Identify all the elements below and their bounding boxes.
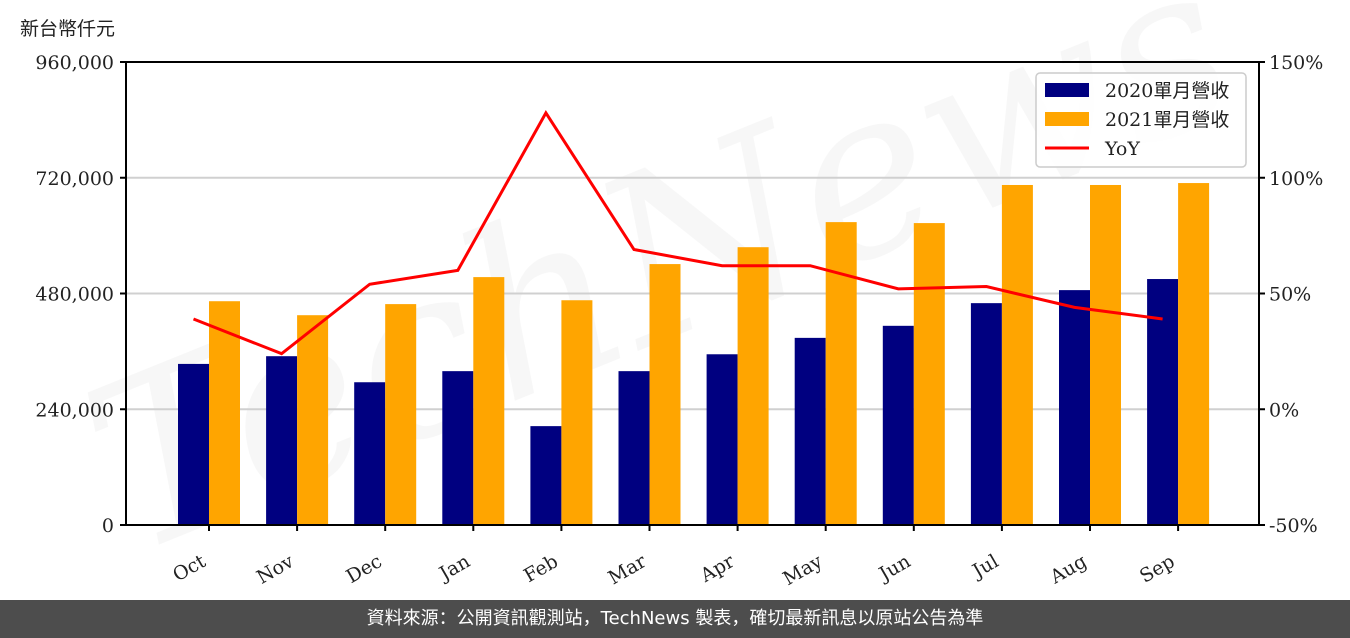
bar-2020-nov (266, 356, 298, 525)
x-tick-label-aug: Aug (1046, 550, 1091, 589)
legend: 2020單月營收 2021單月營收 YoY (1035, 72, 1247, 168)
y2-tick-label: 50% (1269, 284, 1311, 306)
y-tick-label: 0 (102, 515, 114, 537)
x-tick-label-sep: Sep (1136, 550, 1179, 587)
y2-tick-label: 150% (1269, 52, 1323, 74)
bar-2021-mar (649, 264, 681, 525)
y-tick-label: 480,000 (35, 284, 114, 306)
x-tick-label-jun: Jun (874, 550, 915, 586)
x-tick-label-jul: Jul (967, 550, 1002, 583)
yoy-polyline (192, 110, 1163, 356)
legend-label: YoY (1104, 138, 1140, 160)
x-tick-label-jan: Jan (434, 550, 474, 586)
source-footer: 資料來源：公開資訊觀測站，TechNews 製表，確切最新訊息以原站公告為準 (0, 600, 1350, 638)
legend-swatch (1045, 112, 1089, 126)
bar-2020-jan (442, 371, 474, 525)
bar-2020-may (794, 337, 826, 525)
legend-label: 2020單月營收 (1105, 80, 1229, 102)
x-tick-label-feb: Feb (520, 550, 562, 587)
bar-2021-jun (913, 223, 945, 525)
bar-2020-jun (882, 325, 914, 525)
legend-label: 2021單月營收 (1105, 109, 1229, 131)
y2-tick-label: -50% (1269, 515, 1318, 537)
bar-2020-jul (970, 303, 1002, 525)
bar-2021-dec (385, 304, 417, 525)
bar-2021-apr (737, 247, 769, 525)
y-tick-label: 720,000 (35, 168, 114, 190)
bar-2021-nov (297, 315, 329, 525)
bar-2020-aug (1059, 290, 1090, 525)
revenue-chart: TechNews 0240,000480,000720,000960,000-5… (35, 52, 1324, 591)
bar-2021-aug (1090, 184, 1121, 525)
bar-2021-oct (209, 301, 240, 525)
yoy-line (192, 110, 1163, 356)
bars (178, 183, 1210, 525)
bar-2020-feb (530, 426, 562, 525)
bar-2020-oct (178, 363, 209, 525)
y-tick-label: 960,000 (35, 52, 114, 74)
x-tick-label-may: May (779, 550, 826, 590)
x-tick-label-dec: Dec (343, 550, 386, 588)
y-tick-label: 240,000 (35, 399, 114, 421)
legend-swatch (1045, 83, 1089, 97)
bar-2021-feb (561, 300, 593, 525)
bar-2020-sep (1147, 279, 1179, 525)
x-tick-label-mar: Mar (604, 550, 650, 589)
bar-2021-may (825, 222, 857, 525)
x-tick-label-apr: Apr (696, 550, 739, 587)
bar-2021-jan (473, 277, 505, 525)
y2-tick-label: 100% (1269, 168, 1323, 190)
bar-2020-apr (706, 354, 738, 525)
bar-2021-jul (1001, 184, 1033, 525)
y-axis-unit-label: 新台幣仟元 (20, 18, 116, 40)
bar-2020-dec (354, 382, 386, 525)
bar-2021-sep (1178, 183, 1210, 525)
y2-tick-label: 0% (1269, 399, 1299, 421)
bar-2020-mar (618, 371, 650, 525)
